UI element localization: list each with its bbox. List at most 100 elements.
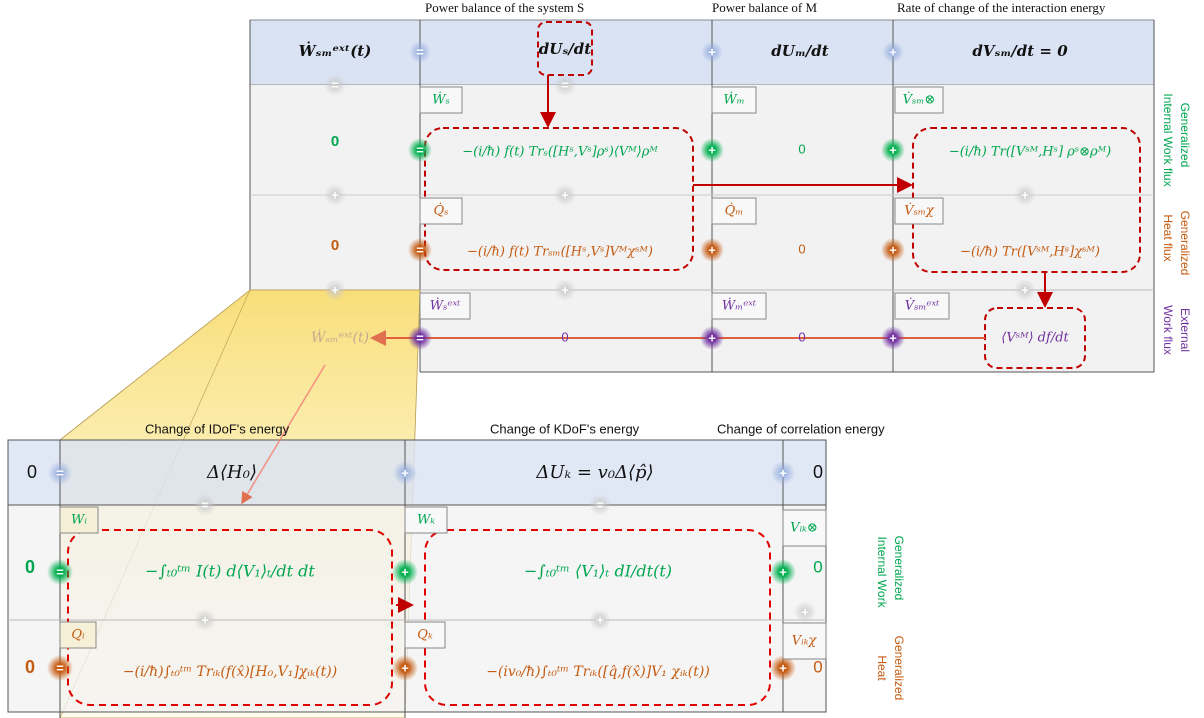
cell-labels: Wᵢ Wₖ Vᵢₖ⊗ bbox=[59, 506, 827, 547]
operator: + bbox=[801, 604, 809, 619]
formula: 0 bbox=[561, 329, 568, 344]
operator-bubble bbox=[700, 238, 724, 262]
formula: 0 bbox=[798, 241, 805, 256]
operator: + bbox=[889, 44, 897, 59]
header-cell: ΔUₖ = v₀Δ⟨p̂⟩ bbox=[535, 462, 653, 483]
formula: −(i/ħ) f(t) Trₛₘ([Hˢ,Vˢ]Vᴹχˢᴹ) bbox=[467, 245, 653, 260]
operator: + bbox=[1021, 282, 1029, 297]
label-box bbox=[894, 86, 944, 114]
operator: + bbox=[779, 465, 787, 480]
cell-label: Qₖ bbox=[417, 628, 433, 643]
label-box bbox=[711, 86, 757, 114]
operator: + bbox=[401, 660, 409, 675]
left-cell: 0 bbox=[25, 557, 35, 577]
operator: + bbox=[889, 142, 897, 157]
header-cell: 0 bbox=[27, 462, 37, 482]
bottom-table bbox=[7, 439, 827, 718]
operator-bubble bbox=[771, 461, 795, 485]
operator: = bbox=[416, 242, 424, 257]
side-label: Internal Work bbox=[875, 536, 889, 608]
operator-bubble bbox=[794, 601, 816, 623]
operator: = bbox=[561, 77, 569, 92]
left-cell: Ẇₛₘᵉˣᵗ(t) bbox=[311, 328, 369, 346]
header-cell: dUₛ/dt bbox=[539, 40, 591, 58]
cell-label: Vᵢₖ⊗ bbox=[790, 521, 818, 536]
operator-bubble bbox=[393, 461, 417, 485]
operator: + bbox=[561, 282, 569, 297]
operator: = bbox=[416, 44, 424, 59]
label-box bbox=[711, 292, 767, 320]
header-row bbox=[7, 439, 827, 506]
operator-bubble bbox=[700, 138, 724, 162]
label-box bbox=[782, 509, 827, 547]
operator: + bbox=[889, 242, 897, 257]
formula: −(i/ħ)∫ₜ₀ᵗᵐ Trᵢₖ(f(x̂)[H₀,V₁]χᵢₖ(t)) bbox=[123, 664, 337, 680]
label-box bbox=[59, 621, 97, 649]
operator: = bbox=[56, 660, 64, 675]
operator-bubble bbox=[881, 138, 905, 162]
label-box bbox=[404, 506, 448, 534]
cell-labels: Ẇₛ Ẇₘ V̇ₛₘ⊗ bbox=[419, 86, 944, 114]
body bbox=[420, 290, 1154, 372]
operator-bubble bbox=[554, 279, 576, 301]
header-cell: 0 bbox=[813, 462, 823, 482]
operator-bubble bbox=[770, 655, 796, 681]
side-label: Heat bbox=[875, 655, 889, 681]
formula: 0 bbox=[813, 557, 822, 576]
left-cell: 0 bbox=[25, 657, 35, 677]
operator-bubble bbox=[408, 138, 432, 162]
side-label: Generalized bbox=[1178, 211, 1192, 276]
operator: = bbox=[331, 77, 339, 92]
operator-bubble bbox=[554, 184, 576, 206]
operator-bubble bbox=[47, 655, 73, 681]
body bbox=[7, 504, 827, 713]
operator: + bbox=[708, 44, 716, 59]
operator-bubble bbox=[701, 41, 723, 63]
side-label: Generalized bbox=[892, 636, 906, 701]
side-label: Heat flux bbox=[1161, 214, 1175, 261]
operator-bubble bbox=[1014, 279, 1036, 301]
header-cell: Ẇₛₘᵉˣᵗ(t) bbox=[299, 41, 372, 60]
label-box bbox=[894, 197, 944, 225]
cell-labels: Qᵢ Qₖ Vᵢₖχ bbox=[59, 621, 827, 660]
operator: = bbox=[201, 497, 209, 512]
label-box bbox=[404, 621, 446, 649]
operator: + bbox=[331, 187, 339, 202]
operator: + bbox=[779, 660, 787, 675]
cell-label: Qᵢ bbox=[71, 628, 85, 643]
formula: −(i/ħ) Tr([Vˢᴹ,Hˢ]χˢᴹ) bbox=[960, 245, 1100, 260]
formula: −(iv₀/ħ)∫ₜ₀ᵗᵐ Trᵢₖ([q̂,f(x̂)]V₁ χᵢₖ(t)) bbox=[486, 664, 710, 680]
cell-label: Ẇₘᵉˣᵗ bbox=[722, 297, 757, 314]
operator-bubble bbox=[194, 494, 216, 516]
operator-bubble bbox=[1014, 184, 1036, 206]
operator: + bbox=[779, 564, 787, 579]
operator-bubble bbox=[589, 494, 611, 516]
annotation: Power balance of M bbox=[712, 0, 817, 15]
side-label: Internal Work flux bbox=[1161, 93, 1175, 186]
operator-bubble bbox=[589, 609, 611, 631]
label-box bbox=[894, 292, 950, 320]
annotation: Rate of change of the interaction energy bbox=[897, 0, 1106, 15]
cell-labels: Q̇ₛ Q̇ₘ V̇ₛₘχ bbox=[419, 197, 944, 225]
operator: = bbox=[416, 142, 424, 157]
operator-bubble bbox=[47, 559, 73, 585]
operator-bubble bbox=[408, 238, 432, 262]
operator: = bbox=[416, 330, 424, 345]
label-box bbox=[419, 86, 463, 114]
operator-bubble bbox=[324, 184, 346, 206]
formula: −∫ₜ₀ᵗᵐ I(t) d⟨V₁⟩ₜ/dt dt bbox=[145, 562, 315, 581]
cell-label: Vᵢₖχ bbox=[792, 634, 818, 649]
operator-bubble bbox=[700, 326, 724, 350]
operator: + bbox=[708, 330, 716, 345]
formula: 0 bbox=[798, 329, 805, 344]
operator-bubble bbox=[881, 238, 905, 262]
operator: = bbox=[56, 564, 64, 579]
label-box bbox=[711, 197, 757, 225]
operator-bubble bbox=[408, 326, 432, 350]
highlight-box bbox=[424, 127, 694, 271]
label-box bbox=[419, 197, 463, 225]
annotation: Change of KDoF's energy bbox=[490, 421, 640, 436]
operator-bubble bbox=[324, 74, 346, 96]
operator-bubble bbox=[48, 461, 72, 485]
